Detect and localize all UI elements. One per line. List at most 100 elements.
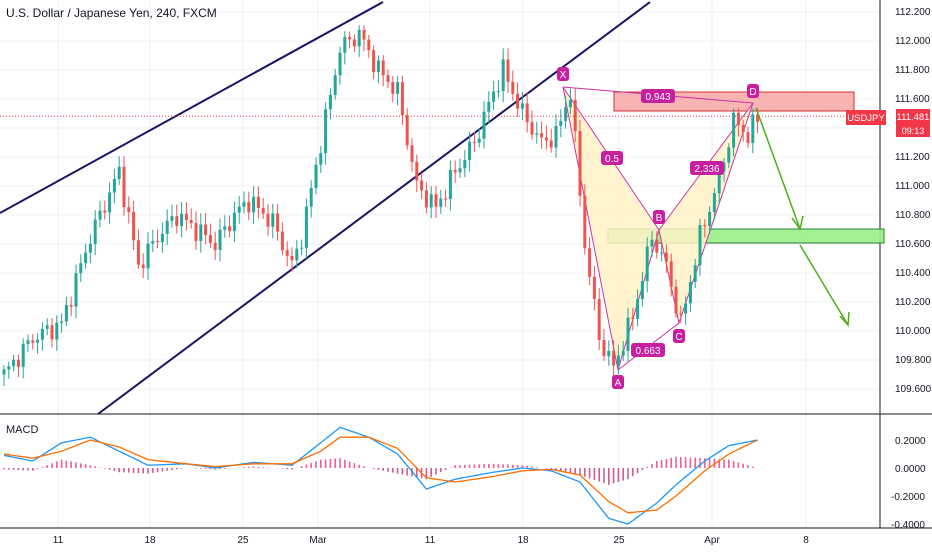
candle-body xyxy=(684,303,688,314)
candle-body xyxy=(655,239,659,253)
candle-body xyxy=(247,202,251,213)
candle-body xyxy=(732,112,736,148)
candle-body xyxy=(506,59,510,82)
candle-body xyxy=(184,213,188,221)
candle-body xyxy=(640,281,644,300)
svg-text:0.943: 0.943 xyxy=(645,92,670,103)
candle-body xyxy=(602,339,606,357)
candle-body xyxy=(352,39,356,47)
candle-body xyxy=(333,75,337,95)
price-label: 111.800 xyxy=(895,65,930,76)
candle-body xyxy=(290,255,294,261)
candle-body xyxy=(84,252,88,264)
candle-body xyxy=(112,179,116,193)
candle-body xyxy=(583,195,587,249)
candle-body xyxy=(304,206,308,248)
svg-text:USDJPY: USDJPY xyxy=(847,113,885,124)
candle-body xyxy=(597,299,601,340)
candle-body xyxy=(616,355,620,366)
candle-body xyxy=(525,103,529,123)
candle-body xyxy=(146,243,150,269)
candle-body xyxy=(103,210,107,213)
candle-body xyxy=(439,198,443,207)
candle-body xyxy=(26,340,30,344)
candle-body xyxy=(559,120,563,126)
svg-text:2.336: 2.336 xyxy=(694,164,719,175)
candle-body xyxy=(463,160,467,169)
candle-body xyxy=(165,220,169,234)
candle-body xyxy=(328,94,332,110)
candle-body xyxy=(60,321,64,323)
candle-body xyxy=(472,141,476,143)
channel-upper-line[interactable] xyxy=(0,1,384,214)
candle-body xyxy=(237,206,241,213)
candle-body xyxy=(396,82,400,94)
candle-body xyxy=(573,99,577,132)
price-label: 109.600 xyxy=(895,384,932,395)
candle-body xyxy=(136,240,140,265)
candle-body xyxy=(40,328,44,340)
candle-body xyxy=(544,137,548,141)
candle-body xyxy=(621,350,625,356)
candle-body xyxy=(314,164,318,188)
candle-body xyxy=(477,138,481,143)
candle-body xyxy=(338,52,342,76)
point-c-label: C xyxy=(673,329,685,343)
candle-body xyxy=(276,213,280,232)
candle-body xyxy=(741,124,745,133)
candle-body xyxy=(429,194,433,208)
macd-axis-label: -0.4000 xyxy=(891,520,925,531)
candle-body xyxy=(448,169,452,200)
candle-body xyxy=(372,50,376,73)
svg-text:A: A xyxy=(615,378,622,389)
svg-text:D: D xyxy=(749,87,756,98)
candle-body xyxy=(2,369,6,375)
symbol-price-tag[interactable]: USDJPY 111.481 09:13 xyxy=(846,109,930,137)
candle-body xyxy=(578,131,582,196)
candle-body xyxy=(180,213,184,227)
candle-body xyxy=(93,219,97,244)
candle-body xyxy=(712,193,716,213)
time-label: 18 xyxy=(144,535,156,546)
candle-body xyxy=(501,59,505,92)
candle-body xyxy=(703,225,707,227)
candle-body xyxy=(693,265,697,282)
svg-text:09:13: 09:13 xyxy=(902,126,925,136)
candle-body xyxy=(391,82,395,94)
candle-body xyxy=(160,233,164,243)
candle-body xyxy=(674,286,678,314)
candle-body xyxy=(588,248,592,277)
candle-body xyxy=(496,91,500,93)
candle-body xyxy=(468,141,472,161)
candle-body xyxy=(232,212,236,232)
point-d-label: D xyxy=(747,84,759,98)
candle-body xyxy=(535,133,539,135)
time-label: 18 xyxy=(517,535,529,546)
price-label: 110.800 xyxy=(895,210,931,221)
candle-body xyxy=(540,133,544,138)
candle-body xyxy=(261,208,265,214)
candle-body xyxy=(213,242,217,250)
point-a-label: A xyxy=(612,375,624,389)
candle-body xyxy=(636,299,640,319)
candle-body xyxy=(309,187,313,207)
macd-axis[interactable]: 0.2000 0.0000 -0.2000 -0.4000 xyxy=(891,436,926,531)
candle-body xyxy=(228,226,232,232)
candle-body xyxy=(410,145,414,162)
time-axis[interactable]: 11 18 25 Mar 11 18 25 Apr 8 xyxy=(53,535,809,546)
pattern-xab-triangle xyxy=(563,87,659,370)
candle-body xyxy=(482,111,486,139)
ratio-bd-label: 2.336 xyxy=(690,161,724,175)
macd-pane-title: MACD xyxy=(6,424,39,436)
price-label: 111.600 xyxy=(895,94,930,105)
candle-body xyxy=(669,261,673,287)
candle-body xyxy=(300,247,304,249)
projection-arrows[interactable] xyxy=(755,107,850,327)
price-label: 110.400 xyxy=(895,268,931,279)
candle-body xyxy=(516,93,520,109)
candle-body xyxy=(487,101,491,112)
price-axis[interactable]: 112.200 112.000 111.800 111.600 111.200 … xyxy=(895,7,932,395)
candle-body xyxy=(756,114,760,122)
candle-body xyxy=(319,153,323,165)
